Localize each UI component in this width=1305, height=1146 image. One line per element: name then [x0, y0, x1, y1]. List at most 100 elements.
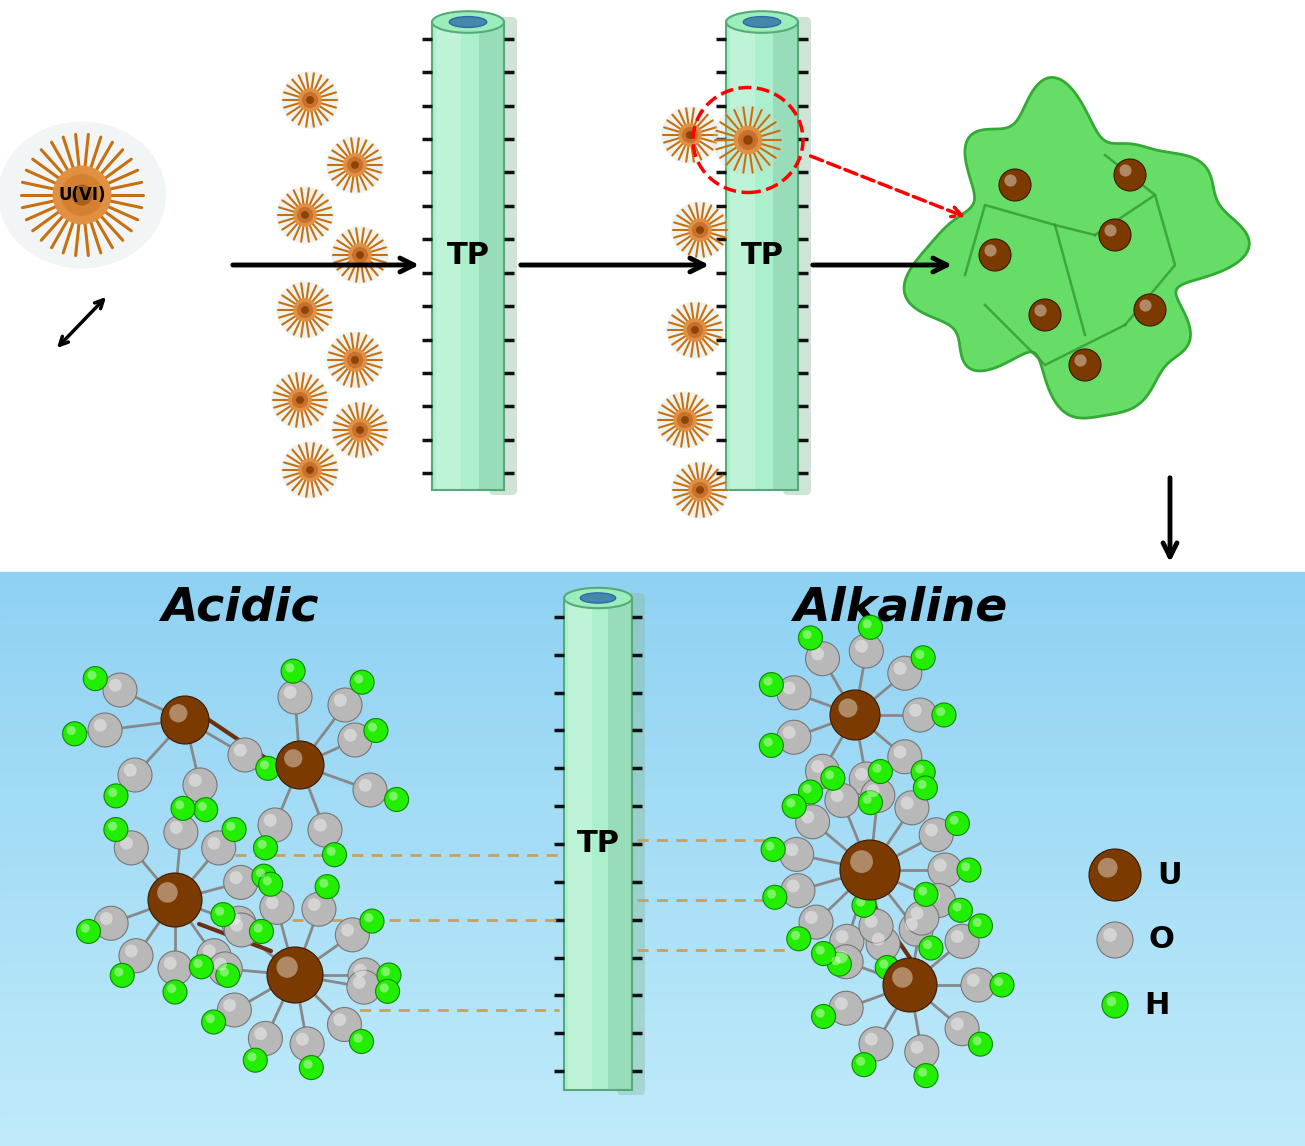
Bar [0, 1083, 1305, 1089]
Circle shape [867, 784, 880, 798]
Circle shape [215, 964, 240, 988]
Circle shape [903, 698, 937, 732]
Bar [0, 649, 1305, 654]
Circle shape [861, 778, 895, 813]
Circle shape [376, 980, 399, 1003]
Circle shape [904, 918, 917, 931]
Bar [0, 744, 1305, 749]
Bar [0, 677, 1305, 683]
Circle shape [248, 1052, 257, 1061]
Circle shape [919, 936, 944, 960]
Ellipse shape [277, 281, 334, 339]
Bar [0, 720, 1305, 725]
Bar [0, 821, 1305, 826]
Circle shape [385, 787, 408, 811]
Circle shape [856, 897, 865, 906]
Bar [0, 610, 1305, 617]
Circle shape [230, 919, 243, 932]
Bar [0, 653, 1305, 659]
Ellipse shape [449, 16, 487, 28]
Circle shape [835, 931, 848, 943]
Bar [0, 1092, 1305, 1098]
Bar [0, 916, 1305, 921]
Circle shape [840, 840, 900, 900]
Circle shape [298, 207, 313, 223]
Bar [432, 22, 504, 490]
Circle shape [315, 874, 339, 898]
Circle shape [381, 967, 390, 976]
Circle shape [328, 688, 361, 722]
Circle shape [928, 889, 940, 902]
Bar [0, 982, 1305, 988]
Bar [0, 715, 1305, 721]
Circle shape [949, 898, 972, 923]
Circle shape [283, 685, 296, 699]
Circle shape [873, 763, 882, 772]
Circle shape [911, 760, 936, 784]
Circle shape [257, 840, 266, 849]
Bar [0, 644, 1305, 650]
Circle shape [1098, 923, 1133, 958]
Circle shape [1030, 299, 1061, 331]
Bar [0, 944, 1305, 950]
Circle shape [679, 124, 702, 147]
Bar [436, 22, 461, 490]
Bar [479, 22, 504, 490]
Bar [0, 1078, 1305, 1084]
Circle shape [215, 906, 224, 916]
Circle shape [286, 664, 295, 673]
Circle shape [350, 1029, 373, 1053]
Circle shape [928, 853, 962, 887]
Circle shape [290, 1027, 324, 1061]
Circle shape [299, 88, 322, 111]
Circle shape [248, 1021, 282, 1055]
Circle shape [301, 462, 318, 478]
Circle shape [799, 905, 833, 939]
Circle shape [972, 1036, 981, 1045]
Circle shape [925, 824, 938, 837]
Circle shape [1035, 305, 1047, 316]
Circle shape [163, 980, 187, 1004]
Circle shape [915, 764, 924, 774]
Circle shape [688, 218, 711, 242]
Circle shape [831, 956, 840, 965]
Circle shape [780, 873, 814, 908]
Circle shape [1134, 295, 1165, 325]
Circle shape [783, 682, 796, 694]
Circle shape [880, 959, 889, 968]
Circle shape [260, 761, 269, 769]
Circle shape [686, 131, 694, 139]
Circle shape [821, 767, 844, 791]
Circle shape [950, 816, 959, 825]
Circle shape [968, 1033, 993, 1057]
Circle shape [827, 952, 851, 976]
Bar [0, 596, 1305, 602]
Circle shape [850, 850, 873, 873]
Circle shape [364, 719, 388, 743]
Circle shape [876, 956, 899, 980]
Bar [0, 753, 1305, 760]
Circle shape [354, 1034, 363, 1043]
Circle shape [850, 762, 883, 796]
Circle shape [1114, 159, 1146, 191]
Circle shape [161, 696, 209, 744]
Circle shape [684, 319, 707, 342]
Circle shape [322, 842, 347, 866]
Circle shape [972, 918, 981, 927]
Bar [0, 959, 1305, 965]
Bar [0, 662, 1305, 668]
Circle shape [1101, 992, 1128, 1018]
Bar [0, 686, 1305, 692]
Circle shape [256, 756, 279, 780]
Ellipse shape [744, 16, 780, 28]
Bar [0, 863, 1305, 869]
Circle shape [354, 674, 363, 683]
Circle shape [230, 871, 243, 884]
Circle shape [207, 837, 221, 849]
Bar [0, 1011, 1305, 1018]
Circle shape [1139, 299, 1151, 312]
Bar [0, 576, 1305, 582]
Circle shape [1120, 164, 1131, 176]
FancyBboxPatch shape [617, 592, 645, 1094]
Bar [0, 988, 1305, 994]
